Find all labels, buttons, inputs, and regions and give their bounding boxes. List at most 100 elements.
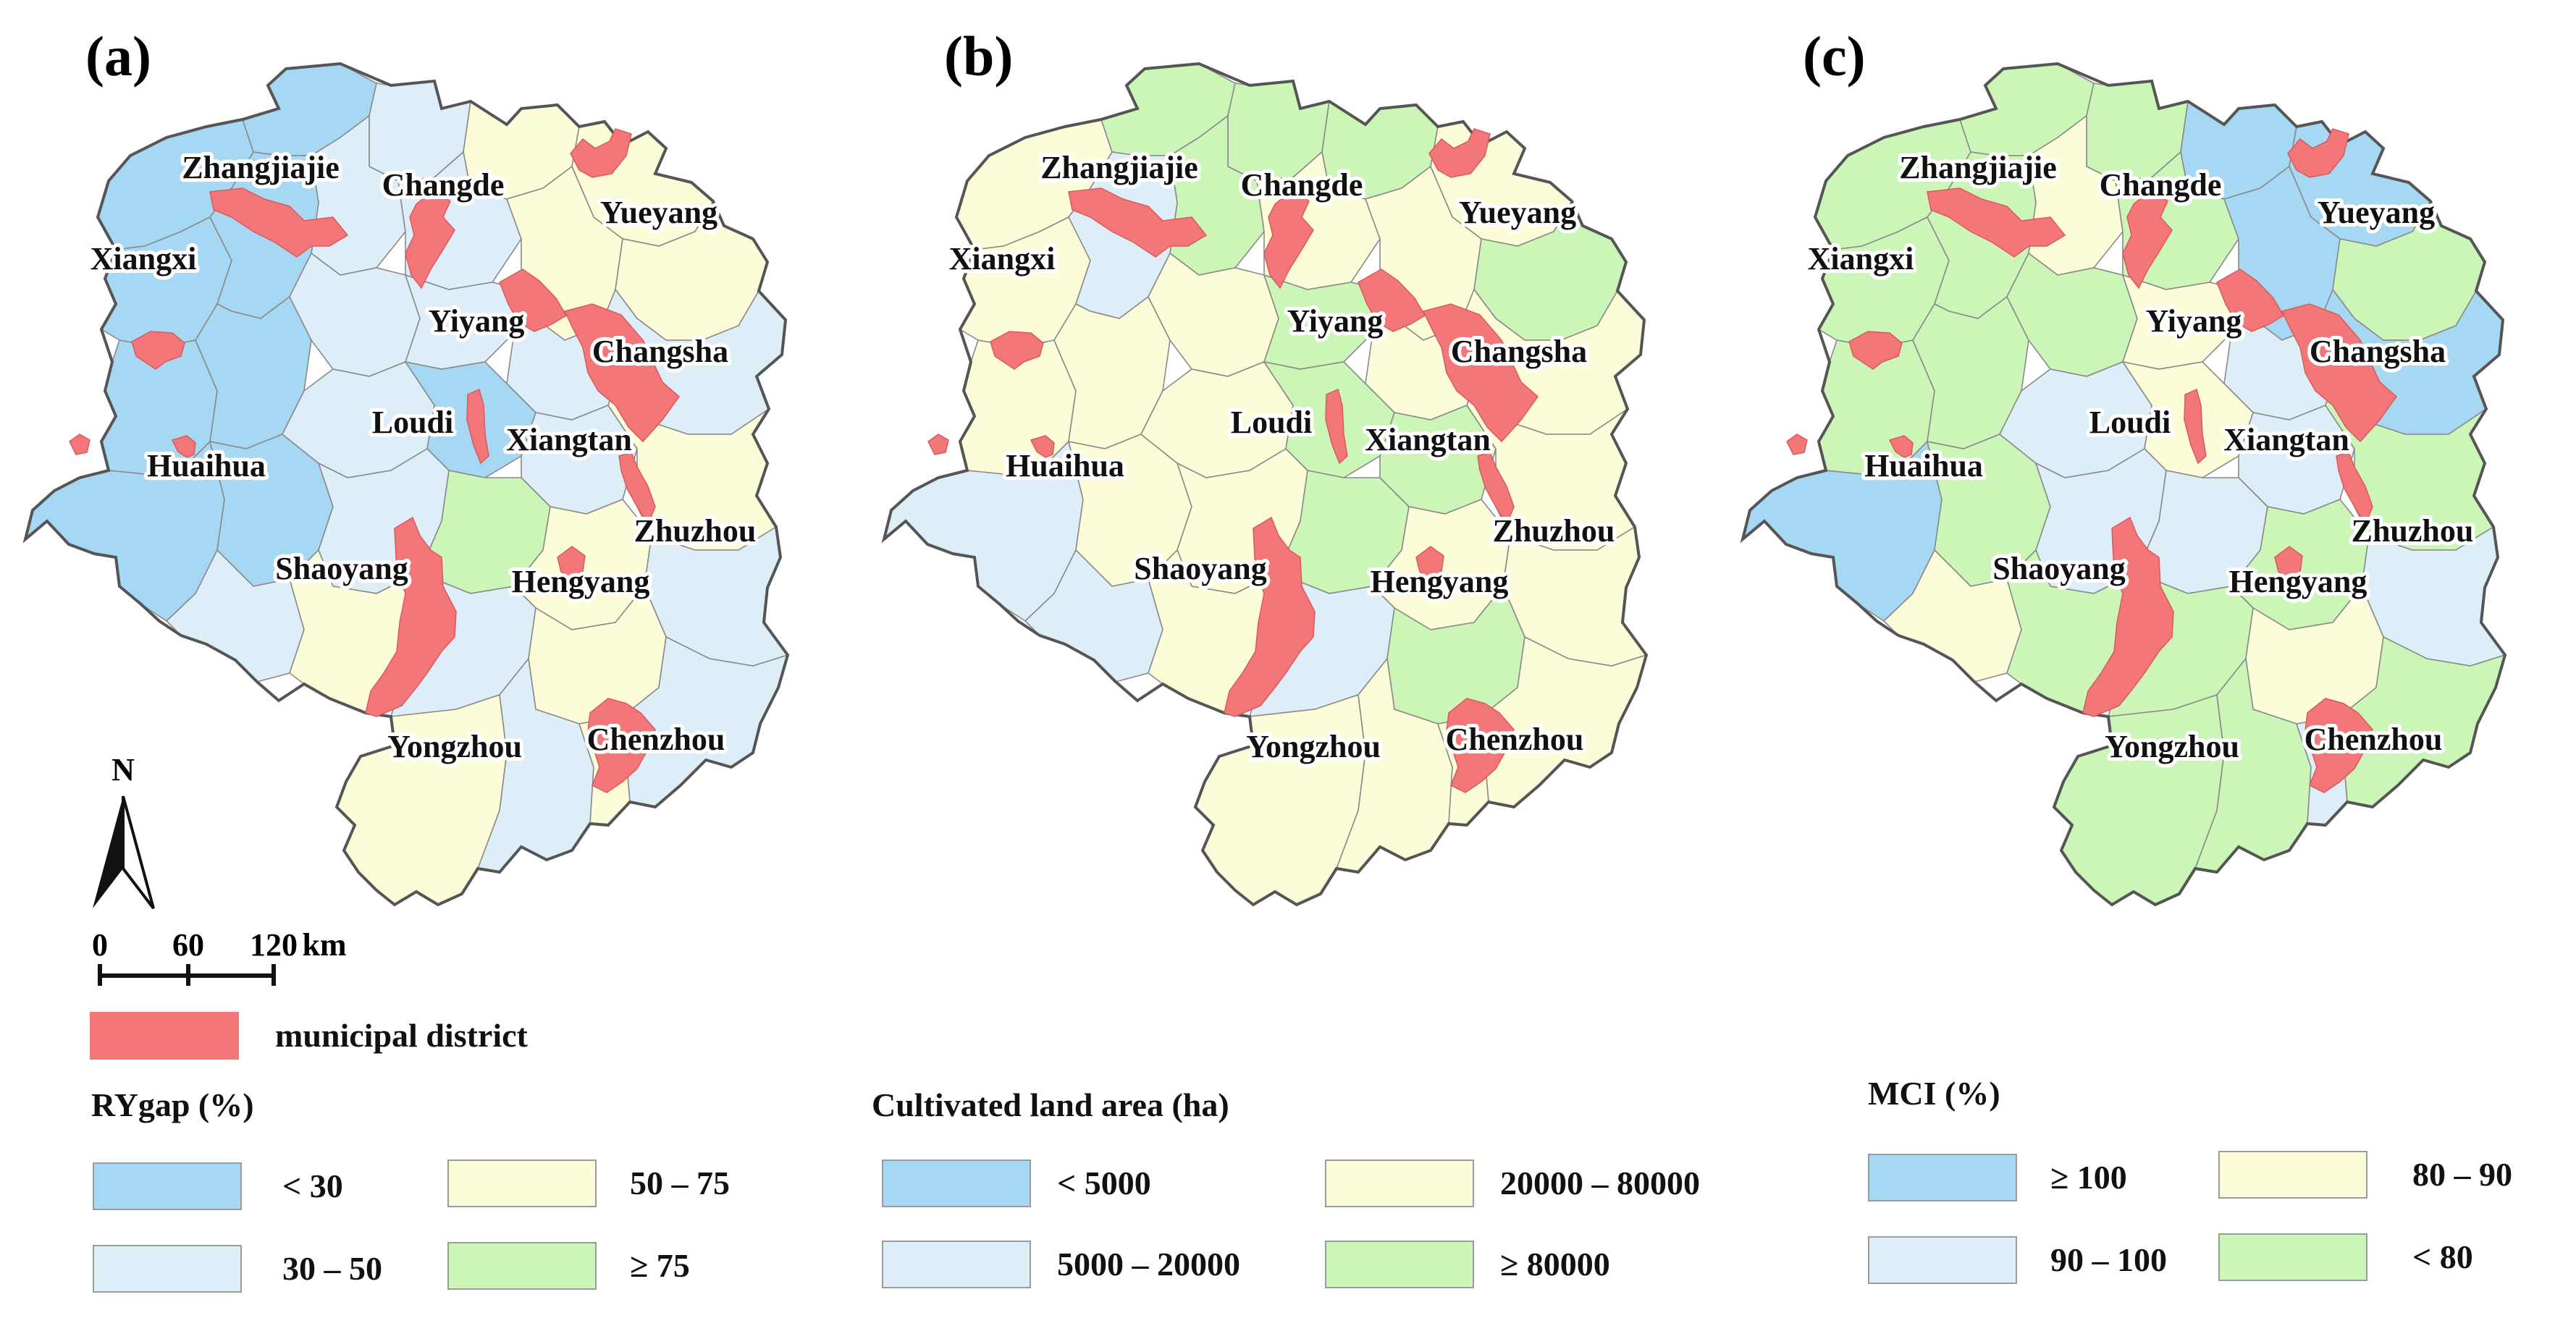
municipal-district-12	[587, 698, 656, 793]
legend-swatch-c-4	[2218, 1233, 2367, 1281]
municipal-district-7	[2184, 388, 2207, 465]
municipal-district-2	[405, 189, 455, 290]
municipal-district-9	[1888, 435, 1914, 458]
city-label-changde: Changde	[2100, 167, 2222, 203]
scale-unit: km	[302, 927, 346, 963]
city-label-zhangjiajie: Zhangjiajie	[1040, 150, 1198, 185]
city-label-changsha: Changsha	[592, 334, 728, 369]
municipal-district-3	[570, 128, 632, 178]
legend-label-b-4: ≥ 80000	[1500, 1246, 1610, 1283]
municipal-district-10	[2082, 516, 2174, 717]
municipal-district-2	[1263, 189, 1314, 290]
city-label-chenzhou: Chenzhou	[587, 722, 725, 757]
municipal-district-8	[1477, 452, 1515, 526]
county-region-c4	[1263, 274, 1381, 370]
city-label-hengyang: Hengyang	[1371, 564, 1509, 599]
legend-swatch-b-1	[882, 1159, 1031, 1207]
legend-label-a-2: 50 – 75	[630, 1165, 730, 1201]
municipal-district-11	[2274, 546, 2303, 580]
panel-letter: (c)	[1803, 25, 1866, 88]
municipal-district-4	[131, 331, 185, 370]
legend-swatch-b-3	[882, 1241, 1031, 1288]
city-label-yiyang: Yiyang	[429, 303, 525, 339]
city-label-shaoyang: Shaoyang	[1134, 551, 1266, 586]
legend-title-b: Cultivated land area (ha)	[872, 1086, 1229, 1123]
city-label-yiyang: Yiyang	[2146, 303, 2242, 339]
city-label-yongzhou: Yongzhou	[2105, 729, 2239, 764]
legend-swatch-c-2	[2218, 1151, 2367, 1199]
city-label-huaihua: Huaihua	[1864, 448, 1983, 483]
city-label-chenzhou: Chenzhou	[2304, 722, 2443, 757]
north-arrow-icon: N	[93, 752, 155, 910]
city-label-loudi: Loudi	[2089, 405, 2171, 440]
city-label-huaihua: Huaihua	[1006, 448, 1124, 483]
legend-label-b-2: 20000 – 80000	[1500, 1165, 1700, 1201]
county-region-c4	[404, 274, 522, 370]
county-region-w4	[1912, 295, 2029, 449]
legend-swatch-b-4	[1325, 1241, 1474, 1288]
city-label-loudi: Loudi	[1231, 405, 1313, 440]
map-furniture: N 0 60 120 km	[92, 752, 347, 986]
municipal-districts	[69, 128, 681, 793]
city-label-zhuzhou: Zhuzhou	[634, 513, 757, 549]
legend-label-c-4: < 80	[2412, 1238, 2473, 1275]
city-label-yiyang: Yiyang	[1287, 303, 1384, 339]
municipal-district-11	[557, 546, 586, 580]
city-label-hengyang: Hengyang	[2229, 564, 2367, 599]
city-label-zhangjiajie: Zhangjiajie	[1899, 150, 2057, 185]
municipal-districts	[927, 128, 1539, 793]
city-label-shaoyang: Shaoyang	[1992, 551, 2125, 586]
legend-title-c: MCI (%)	[1868, 1075, 2000, 1112]
city-label-yongzhou: Yongzhou	[387, 729, 522, 764]
city-labels: Zhangjiajie Changde Yueyang Xiangxi Yiyang Ch…	[87, 146, 760, 768]
municipal-district-13	[1786, 434, 1808, 455]
city-label-loudi: Loudi	[372, 405, 454, 440]
city-label-zhuzhou: Zhuzhou	[2352, 513, 2474, 549]
city-label-hengyang: Hengyang	[512, 564, 650, 599]
municipal-district-13	[927, 434, 949, 455]
county-region-w4	[195, 295, 312, 449]
city-label-yueyang: Yueyang	[2318, 195, 2435, 230]
panel-letter: (b)	[944, 25, 1013, 88]
city-label-xiangtan: Xiangtan	[1365, 422, 1491, 457]
municipal-district-5	[499, 269, 568, 332]
legend-swatch-c-1	[1868, 1154, 2017, 1201]
map-panel-b: (b) Zhangjiajie Changde Yueyang Xiangxi Yiya…	[881, 25, 1649, 907]
scale-tick-0: 0	[92, 927, 108, 963]
legend-swatch-c-3	[1868, 1236, 2017, 1284]
municipal-district-8	[618, 452, 656, 526]
county-region-s7	[2053, 693, 2225, 905]
municipal-district-6	[563, 303, 681, 443]
municipal-districts	[1786, 128, 2398, 793]
city-label-yueyang: Yueyang	[1459, 195, 1576, 230]
legend-label-c-3: 90 – 100	[2050, 1241, 2167, 1278]
city-label-huaihua: Huaihua	[147, 448, 266, 483]
legend-label-b-3: 5000 – 20000	[1057, 1246, 1240, 1283]
municipal-district-13	[69, 434, 91, 455]
city-label-xiangtan: Xiangtan	[2223, 422, 2349, 457]
municipal-district-4	[990, 331, 1044, 370]
municipal-district-2	[2122, 189, 2173, 290]
legend-label-c-1: ≥ 100	[2050, 1159, 2127, 1196]
municipal-district-12	[1446, 698, 1515, 793]
legend-swatch-a-3	[93, 1245, 242, 1293]
city-label-xiangxi: Xiangxi	[949, 241, 1056, 276]
municipal-district-4	[1848, 331, 1903, 370]
municipal-district-10	[1224, 516, 1316, 717]
county-region-w4	[1053, 295, 1171, 449]
municipal-district-1	[209, 187, 349, 258]
municipal-district-swatch	[90, 1012, 239, 1060]
legend-label-a-4: ≥ 75	[630, 1247, 690, 1284]
municipal-district-6	[1422, 303, 1539, 443]
legend-label-b-1: < 5000	[1057, 1165, 1151, 1201]
municipal-district-3	[1428, 128, 1491, 178]
city-label-chenzhou: Chenzhou	[1446, 722, 1584, 757]
county-region-c4	[2121, 274, 2239, 370]
municipal-district-6	[2281, 303, 2398, 443]
municipal-district-1	[1068, 187, 1208, 258]
municipal-district-1	[1927, 187, 2066, 258]
province-outline	[22, 62, 790, 907]
city-label-yueyang: Yueyang	[600, 195, 717, 230]
county-region-s7	[1195, 693, 1366, 905]
